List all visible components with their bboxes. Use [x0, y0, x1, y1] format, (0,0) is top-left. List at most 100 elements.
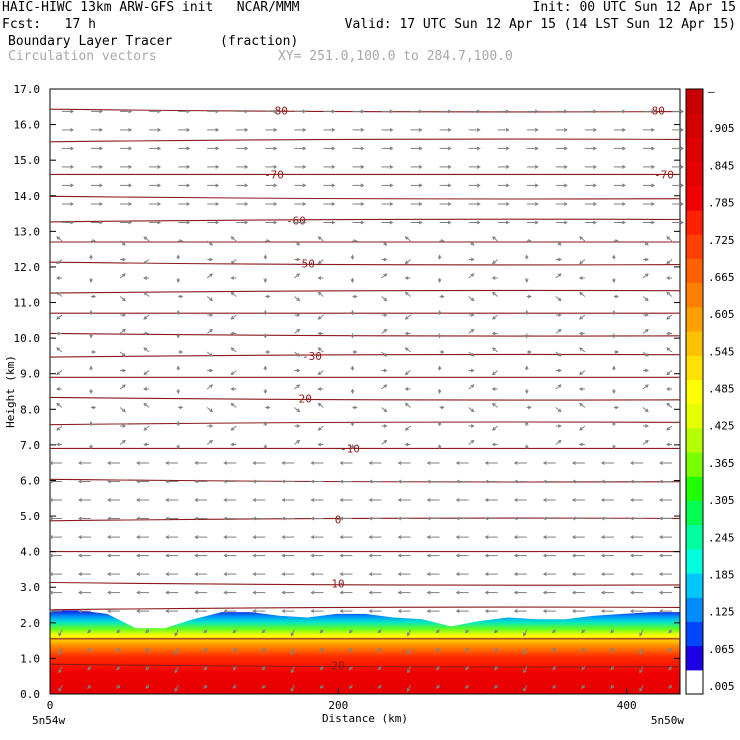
circulation-vector-head — [302, 128, 307, 132]
circulation-vector-head — [290, 669, 295, 674]
circulation-vector-head — [527, 239, 532, 243]
circulation-vector — [290, 647, 295, 655]
circulation-vector-head — [215, 146, 220, 151]
colorbar-label: .245 — [708, 531, 735, 544]
circulation-vector-head — [615, 239, 619, 243]
circulation-vector-head — [143, 371, 148, 376]
circulation-vector-head — [232, 648, 237, 652]
circulation-vector — [294, 440, 300, 445]
circulation-vector-head — [263, 334, 268, 339]
circulation-vector-head — [350, 254, 355, 259]
circulation-vector — [468, 407, 475, 412]
circulation-vector-head — [668, 666, 673, 671]
circulation-vector — [555, 440, 562, 445]
circulation-vector-head — [122, 408, 126, 413]
circulation-vector-head — [244, 220, 249, 225]
circulation-vector-head — [557, 439, 562, 444]
circulation-vector-head — [404, 387, 409, 391]
circulation-vector-head — [665, 331, 670, 336]
circulation-vector-head — [223, 498, 228, 502]
x-tick-label: 400 — [617, 699, 637, 712]
circulation-vector-head — [252, 498, 257, 502]
circulation-vector-head — [484, 498, 489, 502]
circulation-vector-head — [612, 254, 616, 259]
circulation-vector-head — [317, 371, 322, 376]
circulation-vector-head — [470, 408, 475, 413]
circulation-vector-head — [310, 461, 315, 465]
circulation-vector-head — [89, 420, 93, 425]
circulation-vector-head — [563, 146, 568, 151]
circulation-vector-head — [383, 242, 388, 246]
circulation-vector-head — [571, 479, 576, 484]
circulation-vector — [206, 329, 213, 334]
circulation-vector-head — [77, 535, 82, 539]
circulation-vector-head — [350, 420, 355, 425]
circulation-vector-head — [232, 629, 237, 634]
colorbar-label: .005 — [708, 680, 735, 693]
circulation-vector-head — [666, 236, 671, 240]
circulation-vector-head — [136, 498, 141, 502]
circulation-vector-head — [174, 632, 178, 637]
circulation-vector-head — [476, 128, 481, 132]
circulation-vector-head — [165, 479, 170, 484]
circulation-vector-head — [209, 408, 213, 413]
circulation-vector-head — [143, 316, 148, 320]
circulation-vector-head — [176, 420, 181, 425]
circulation-vector-head — [244, 165, 249, 169]
circulation-vector-head — [579, 260, 583, 265]
circulation-vector-head — [263, 309, 268, 314]
circulation-vector-head — [505, 109, 510, 114]
cross-section-endpoints: XY= 251.0,100.0 to 284.7,100.0 — [278, 49, 513, 64]
colorbar-swatch — [686, 234, 703, 259]
circulation-vector-head — [230, 427, 235, 431]
circulation-vector-head — [128, 220, 133, 225]
circulation-vector — [230, 236, 237, 242]
circulation-vector-head — [435, 629, 440, 634]
circulation-vector-head — [70, 202, 75, 206]
temperature-contour — [49, 606, 681, 611]
circulation-vector-head — [600, 553, 605, 558]
circulation-vector — [666, 403, 673, 408]
circulation-vector — [642, 440, 649, 445]
colorbar-label: .065 — [708, 643, 735, 656]
circulation-vector-head — [281, 516, 286, 521]
circulation-vector-head — [581, 629, 585, 634]
circulation-vector-head — [658, 553, 663, 558]
circulation-vector-head — [377, 629, 382, 634]
circulation-vector — [579, 314, 586, 320]
circulation-vector-head — [383, 424, 388, 428]
circulation-vector-head — [296, 353, 301, 357]
colorbar-swatch — [686, 524, 703, 550]
colorbar-label: .305 — [708, 494, 735, 507]
header-title: HAIC-HIWC 13km ARW-GFS init NCAR/MMM — [2, 0, 300, 15]
contour-label: -80 — [268, 104, 288, 117]
circulation-vector-head — [470, 353, 475, 357]
header-fcst: Fcst: 17 h — [2, 17, 96, 32]
circulation-vector-head — [644, 242, 649, 246]
circulation-vector-head — [426, 535, 431, 539]
circulation-vector — [405, 370, 411, 375]
circulation-vector-head — [99, 146, 104, 151]
circulation-vector-head — [70, 109, 75, 114]
circulation-vector-head — [470, 424, 475, 428]
circulation-vector-head — [629, 516, 634, 521]
circulation-vector-head — [404, 276, 409, 280]
circulation-vector-head — [513, 553, 518, 558]
circulation-vector-head — [230, 442, 235, 447]
circulation-vector-head — [668, 648, 673, 652]
temperature-contour — [49, 581, 681, 586]
y-tick-label: 8.0 — [20, 403, 40, 416]
circulation-vector-head — [437, 254, 442, 259]
circulation-vector — [405, 403, 411, 408]
circulation-vector — [666, 347, 673, 353]
circulation-vector-head — [317, 260, 322, 265]
circulation-vector — [492, 314, 499, 320]
contour-label: -70 — [654, 168, 674, 181]
circulation-vector — [555, 407, 562, 412]
circulation-vector-head — [317, 347, 322, 351]
circulation-vector-head — [527, 350, 532, 354]
circulation-vector-head — [557, 353, 562, 357]
circulation-vector-head — [48, 553, 53, 558]
circulation-vector-head — [579, 427, 583, 431]
circulation-vector-head — [48, 535, 53, 539]
